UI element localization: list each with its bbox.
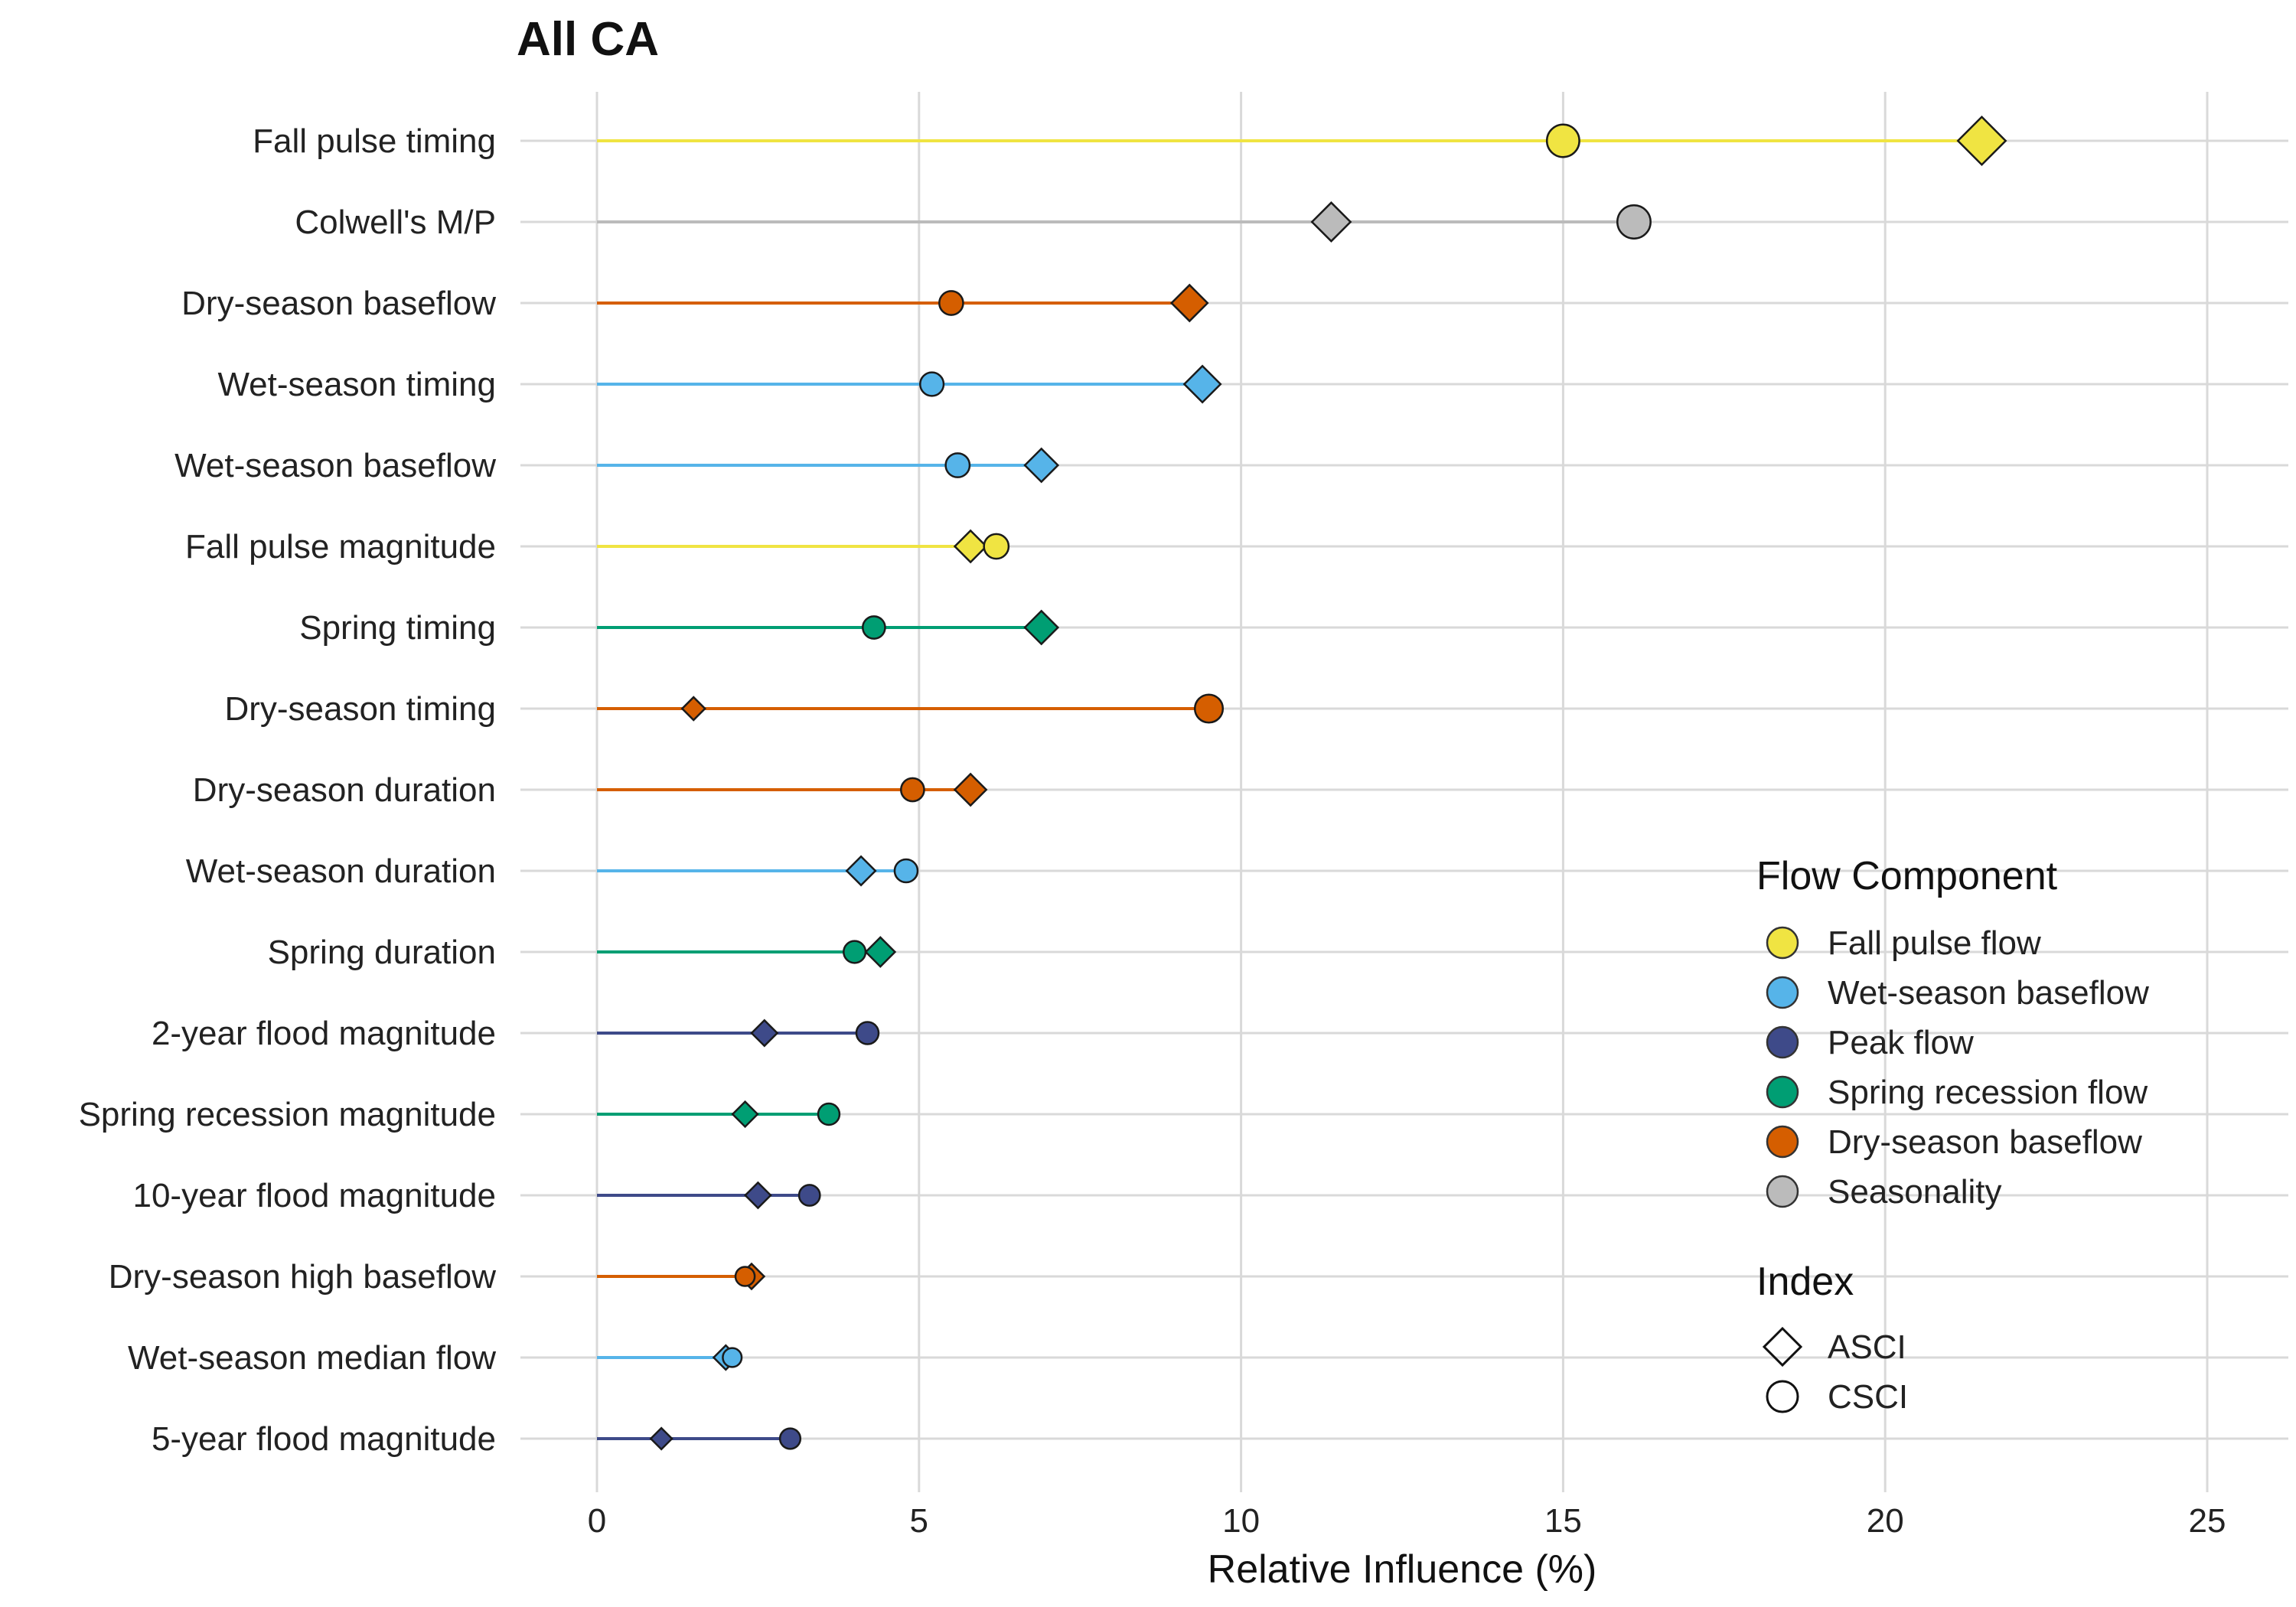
segments <box>597 139 1982 1440</box>
asci-diamond-marker <box>953 772 988 807</box>
legend-label: Fall pulse flow <box>1828 924 2041 962</box>
legend-diamond-icon <box>1762 1326 1803 1367</box>
asci-diamond-marker <box>864 936 897 968</box>
y-tick-label: Spring duration <box>268 934 496 971</box>
y-tick-label: Wet-season baseflow <box>174 447 496 484</box>
legend-label: CSCI <box>1828 1378 1908 1416</box>
legend-index-items: ASCI CSCI <box>1762 1326 1908 1416</box>
legend-label: Spring recession flow <box>1828 1074 2148 1111</box>
csci-circle-marker <box>862 615 886 640</box>
csci-circle-marker <box>734 1266 756 1287</box>
y-tick-label: 5-year flood magnitude <box>152 1420 496 1458</box>
csci-circle-marker <box>1616 204 1652 240</box>
legend-swatch <box>1766 1025 1799 1059</box>
x-tick-label: 25 <box>2189 1502 2226 1540</box>
y-tick-label: Spring recession magnitude <box>79 1096 496 1133</box>
csci-circle-marker <box>797 1184 821 1207</box>
asci-diamond-marker <box>845 855 877 887</box>
x-tick-label: 0 <box>588 1502 606 1540</box>
y-axis-labels: Fall pulse timing Colwell's M/P Dry-season… <box>79 122 497 1458</box>
asci-diamond-marker <box>731 1100 759 1129</box>
asci-diamond-marker <box>1182 364 1222 404</box>
legend-circle-icon <box>1766 1380 1799 1413</box>
asci-diamond-marker <box>953 529 988 564</box>
csci-circle-marker <box>983 533 1010 560</box>
y-tick-label: 2-year flood magnitude <box>152 1015 496 1052</box>
y-tick-label: Spring timing <box>299 609 496 647</box>
y-tick-label: Fall pulse timing <box>253 122 496 160</box>
y-tick-label: Wet-season median flow <box>128 1339 496 1377</box>
asci-diamond-marker <box>649 1426 673 1451</box>
markers <box>649 116 2007 1451</box>
x-axis-labels: 0 5 10 15 20 25 <box>588 1502 2226 1540</box>
asci-diamond-marker <box>1023 609 1060 646</box>
asci-diamond-marker <box>1956 116 2007 166</box>
x-axis-title: Relative Influence (%) <box>1208 1547 1597 1592</box>
csci-circle-marker <box>722 1347 743 1368</box>
chart-title: All CA <box>517 13 659 66</box>
asci-diamond-marker <box>1023 447 1060 484</box>
legend-swatch <box>1766 926 1799 960</box>
csci-circle-marker <box>944 452 971 478</box>
legend: Flow Component Fall pulse flow Wet-season… <box>1756 854 2149 1416</box>
x-tick-label: 5 <box>910 1502 928 1540</box>
y-tick-label: Wet-season timing <box>217 366 496 403</box>
y-tick-label: 10-year flood magnitude <box>132 1177 496 1214</box>
csci-circle-marker <box>817 1102 841 1126</box>
csci-circle-marker <box>919 371 945 397</box>
asci-diamond-marker <box>743 1181 772 1210</box>
legend-label: ASCI <box>1828 1328 1906 1366</box>
legend-label: Dry-season baseflow <box>1828 1123 2142 1161</box>
x-tick-label: 10 <box>1222 1502 1260 1540</box>
legend-swatch <box>1766 1175 1799 1208</box>
legend-flow-items: Fall pulse flow Wet-season baseflow Peak f… <box>1766 924 2149 1211</box>
y-tick-label: Wet-season duration <box>186 852 496 890</box>
y-tick-label: Colwell's M/P <box>295 204 496 241</box>
csci-circle-marker <box>855 1021 880 1045</box>
y-tick-label: Dry-season timing <box>224 690 496 728</box>
legend-swatch <box>1766 1075 1799 1109</box>
legend-swatch <box>1766 1125 1799 1159</box>
y-tick-label: Dry-season duration <box>193 771 496 809</box>
csci-circle-marker <box>893 858 919 884</box>
asci-diamond-marker <box>1310 201 1352 243</box>
y-tick-label: Fall pulse magnitude <box>185 528 496 566</box>
csci-circle-marker <box>843 940 867 964</box>
asci-diamond-marker <box>1169 283 1209 323</box>
y-tick-label: Dry-season baseflow <box>181 285 496 322</box>
legend-title-index: Index <box>1756 1260 1854 1304</box>
legend-swatch <box>1766 976 1799 1009</box>
csci-circle-marker <box>1545 123 1580 158</box>
y-tick-label: Dry-season high baseflow <box>109 1258 496 1296</box>
csci-circle-marker <box>1193 693 1225 724</box>
x-tick-label: 15 <box>1544 1502 1582 1540</box>
csci-circle-marker <box>938 290 964 316</box>
legend-label: Wet-season baseflow <box>1828 974 2149 1012</box>
x-tick-label: 20 <box>1867 1502 1904 1540</box>
legend-label: Peak flow <box>1828 1024 1974 1061</box>
asci-diamond-marker <box>750 1019 779 1048</box>
legend-label: Seasonality <box>1828 1173 2001 1211</box>
csci-circle-marker <box>778 1427 802 1450</box>
asci-diamond-marker <box>680 696 706 722</box>
csci-circle-marker <box>900 777 925 803</box>
legend-title-flow-component: Flow Component <box>1756 854 2058 898</box>
